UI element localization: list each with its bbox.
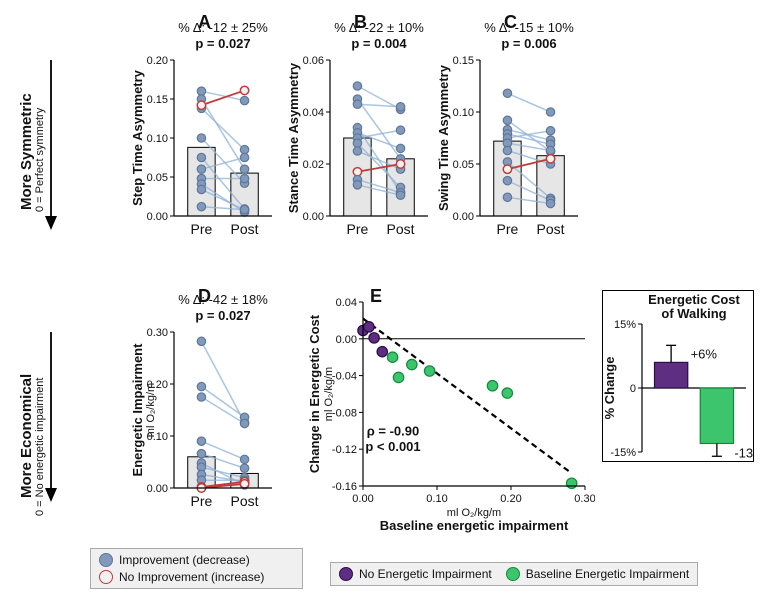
svg-text:Post: Post: [231, 493, 259, 509]
svg-text:0.00: 0.00: [147, 483, 168, 495]
svg-text:Pre: Pre: [347, 221, 369, 237]
legend-noimp-text: No Improvement (increase): [119, 570, 264, 584]
svg-text:-0.08: -0.08: [332, 407, 357, 419]
svg-text:% Δ: -15 ± 10%: % Δ: -15 ± 10%: [484, 20, 574, 35]
arrow-row2: [40, 332, 62, 502]
svg-text:ml O₂/kg/m: ml O₂/kg/m: [145, 383, 157, 437]
arrow-row1: [40, 60, 62, 230]
svg-text:Baseline energetic impairment: Baseline energetic impairment: [380, 518, 569, 533]
svg-text:0.10: 0.10: [426, 493, 447, 505]
svg-text:0: 0: [630, 383, 636, 395]
svg-text:p = 0.027: p = 0.027: [195, 308, 250, 323]
svg-text:0.00: 0.00: [352, 493, 373, 505]
panel-E: -0.16 -0.12 -0.08 -0.04 0.00 0.04 0.00 0.10 0.20…: [305, 290, 595, 534]
svg-text:-0.16: -0.16: [332, 481, 357, 493]
svg-text:Step Time Asymmetry: Step Time Asymmetry: [132, 69, 145, 206]
svg-text:0.06: 0.06: [303, 55, 324, 67]
side-title-row1: More Symmetric: [18, 93, 35, 210]
svg-text:0.00: 0.00: [336, 334, 357, 346]
legend-noimp-dot: [99, 570, 113, 584]
panel-A: % Δ: -12 ± 25%p = 0.027 0.00 0.05 0.10 0.15 0…: [132, 18, 282, 250]
svg-text:0.00: 0.00: [453, 211, 474, 223]
svg-text:Stance Time Asymmetry: Stance Time Asymmetry: [288, 62, 301, 213]
svg-text:Post: Post: [231, 221, 259, 237]
svg-text:0.15: 0.15: [453, 55, 474, 67]
legend-noimp-row: No Improvement (increase): [99, 570, 294, 584]
svg-text:-0.12: -0.12: [332, 444, 357, 456]
svg-text:0.30: 0.30: [574, 493, 595, 505]
svg-text:p < 0.001: p < 0.001: [365, 439, 420, 454]
svg-text:% Δ: -22 ± 10%: % Δ: -22 ± 10%: [334, 20, 424, 35]
panel-E-inset: Energetic Costof Walking -15% 0 15% +6% -13%%…: [602, 290, 754, 462]
svg-text:0.05: 0.05: [453, 159, 474, 171]
panel-C: % Δ: -15 ± 10%p = 0.006 0.00 0.05 0.10 0.15 P…: [438, 18, 588, 250]
legend-improve-dot: [99, 553, 113, 567]
svg-text:% Δ: -42 ± 18%: % Δ: -42 ± 18%: [178, 292, 268, 307]
side-title-row2: More Economical: [18, 374, 35, 498]
legend-purple-text: No Energetic Impairment: [359, 567, 492, 581]
svg-text:p = 0.006: p = 0.006: [501, 36, 556, 51]
legend-green-dot: [506, 567, 520, 581]
svg-text:Energetic Impairment: Energetic Impairment: [132, 343, 145, 477]
svg-text:Pre: Pre: [191, 493, 213, 509]
svg-text:15%: 15%: [614, 319, 636, 331]
svg-text:p = 0.027: p = 0.027: [195, 36, 250, 51]
svg-text:Change in Energetic Cost: Change in Energetic Cost: [307, 314, 322, 473]
svg-text:0.04: 0.04: [303, 107, 324, 119]
svg-text:0.10: 0.10: [453, 107, 474, 119]
svg-text:Energetic Cost: Energetic Cost: [648, 292, 740, 307]
figure-root: { "layout":{ "row1_top":18,"row1_svg_h":…: [0, 0, 764, 614]
svg-text:0.02: 0.02: [303, 159, 324, 171]
svg-text:0.30: 0.30: [147, 327, 168, 339]
svg-text:Swing Time Asymmetry: Swing Time Asymmetry: [438, 64, 451, 211]
svg-text:% Change: % Change: [602, 357, 617, 420]
svg-text:ρ = -0.90: ρ = -0.90: [367, 423, 420, 438]
svg-text:-0.04: -0.04: [332, 371, 357, 383]
legend-purple-row: No Energetic Impairment: [339, 567, 492, 581]
legend-improve-row: Improvement (decrease): [99, 553, 294, 567]
svg-text:0.05: 0.05: [147, 172, 168, 184]
legend-improvement: Improvement (decrease) No Improvement (i…: [90, 548, 303, 589]
svg-text:% Δ: -12 ± 25%: % Δ: -12 ± 25%: [178, 20, 268, 35]
svg-text:0.20: 0.20: [147, 55, 168, 67]
panel-D: % Δ: -42 ± 18%p = 0.0270.000.100.200.30P…: [132, 290, 282, 522]
svg-text:Pre: Pre: [497, 221, 519, 237]
svg-text:0.00: 0.00: [303, 211, 324, 223]
svg-text:0.10: 0.10: [147, 133, 168, 145]
svg-text:0.20: 0.20: [500, 493, 521, 505]
svg-text:Post: Post: [387, 221, 415, 237]
panel-B: % Δ: -22 ± 10%p = 0.004 0.00 0.02 0.04 0.06 P…: [288, 18, 438, 250]
svg-text:+6%: +6%: [691, 346, 718, 361]
svg-text:0.04: 0.04: [336, 297, 357, 309]
svg-text:ml O₂/kg/m: ml O₂/kg/m: [323, 367, 335, 421]
legend-groups: No Energetic Impairment Baseline Energet…: [330, 562, 698, 586]
svg-text:-13%: -13%: [734, 445, 754, 460]
svg-text:Post: Post: [537, 221, 565, 237]
svg-text:-15%: -15%: [610, 447, 636, 459]
legend-green-row: Baseline Energetic Impairment: [506, 567, 689, 581]
legend-green-text: Baseline Energetic Impairment: [526, 567, 689, 581]
legend-purple-dot: [339, 567, 353, 581]
svg-text:0.15: 0.15: [147, 94, 168, 106]
svg-text:p = 0.004: p = 0.004: [351, 36, 407, 51]
svg-text:Pre: Pre: [191, 221, 213, 237]
legend-improve-text: Improvement (decrease): [119, 553, 250, 567]
svg-text:of Walking: of Walking: [661, 306, 726, 321]
svg-text:0.00: 0.00: [147, 211, 168, 223]
